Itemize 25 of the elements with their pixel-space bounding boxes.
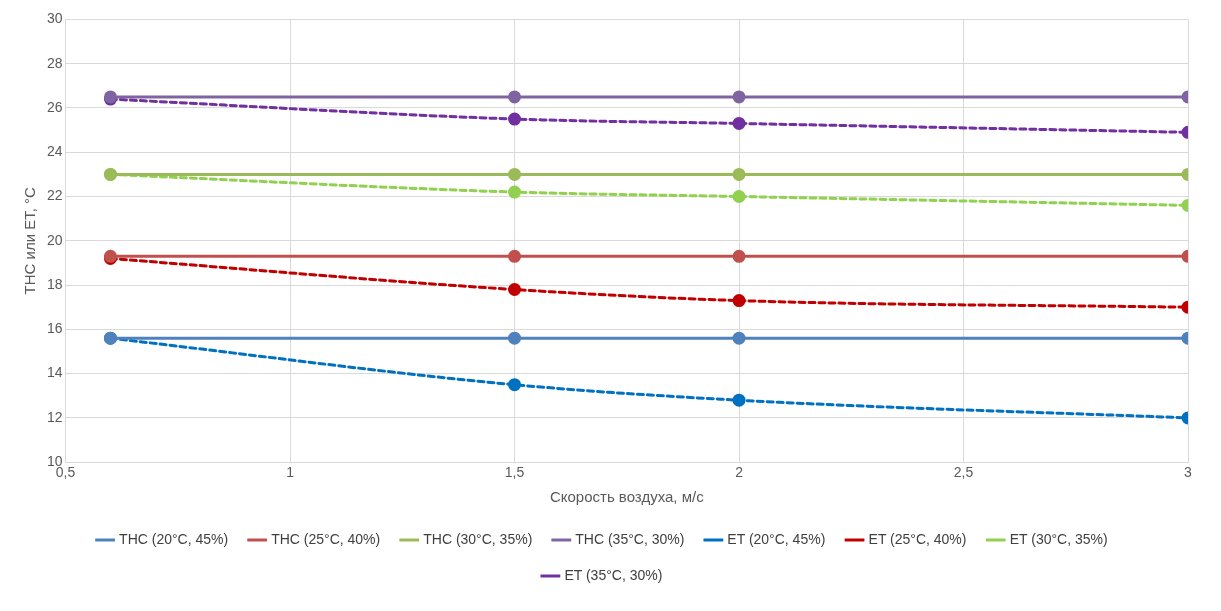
legend-label: ET (25°C, 40%) [868,530,967,547]
x-tick-label: 3 [1184,464,1193,481]
x-tick-label: 2 [735,464,744,481]
y-tick-label: 22 [46,187,63,204]
y-tick-label: 24 [46,143,63,160]
legend-label: ET (20°C, 45%) [727,530,826,547]
y-tick-label: 26 [46,98,63,115]
legend-label: THC (20°C, 45%) [119,530,229,547]
x-tick-label: 1,5 [504,464,525,481]
legend-label: THC (25°C, 40%) [271,530,381,547]
y-tick-label: 16 [46,320,63,337]
y-tick-label: 14 [46,364,63,381]
y-tick-label: 30 [46,10,63,27]
legend-label: THC (35°C, 30%) [575,530,685,547]
x-tick-label: 2,5 [953,464,974,481]
legend-label: ET (30°C, 35%) [1009,530,1108,547]
legend-label: ET (35°C, 30%) [564,566,663,583]
y-tick-label: 20 [46,231,63,248]
y-tick-label: 12 [46,408,63,425]
x-tick-label: 1 [286,464,295,481]
x-axis-title: Скорость воздуха, м/с [549,488,705,506]
y-axis-title: THC или ET, °C [21,186,39,295]
y-tick-label: 18 [46,275,63,292]
legend-label: THC (30°C, 35%) [423,530,533,547]
y-tick-label: 28 [46,54,63,71]
